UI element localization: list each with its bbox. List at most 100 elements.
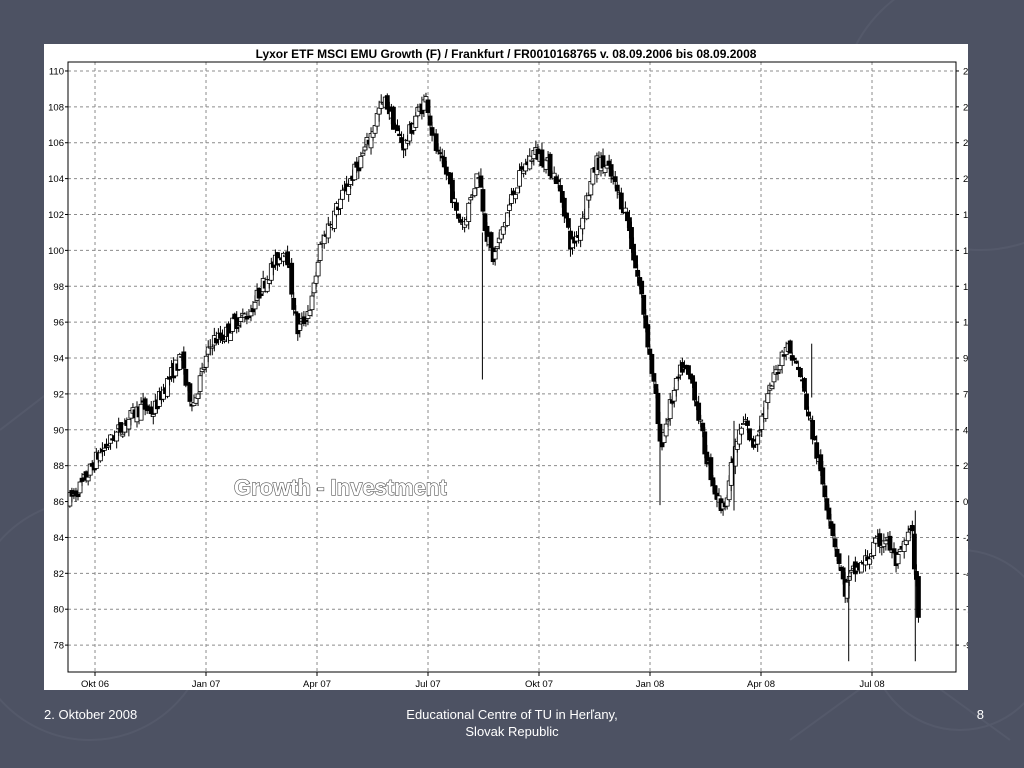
- candle-body: [812, 435, 818, 441]
- y-tick-label: 90: [53, 425, 64, 436]
- candle-body: [741, 423, 746, 426]
- candle-body: [529, 159, 535, 162]
- candle-body: [340, 189, 345, 200]
- y-right-tick-label: 16,3%: [963, 246, 968, 257]
- candle-body: [739, 427, 744, 435]
- candle-body: [844, 581, 850, 599]
- candle-body: [543, 159, 549, 170]
- candle-body: [106, 445, 111, 448]
- candle-body: [433, 133, 439, 151]
- candle-body: [293, 311, 299, 314]
- candle-body: [822, 485, 828, 498]
- candle-body: [238, 317, 244, 322]
- x-tick-label: Okt 07: [525, 679, 553, 690]
- candle-body: [555, 179, 561, 182]
- x-tick-label: Okt 06: [81, 679, 109, 690]
- candle-body: [138, 403, 144, 421]
- candle-body: [362, 146, 368, 151]
- candle-body: [651, 373, 657, 382]
- y-tick-label: 84: [53, 533, 64, 544]
- candle-body: [779, 351, 785, 367]
- candle-body: [181, 351, 187, 369]
- candle-body: [832, 538, 838, 548]
- candle-body: [798, 368, 803, 378]
- candle-body: [509, 194, 514, 204]
- y-tick-label: 110: [49, 66, 64, 77]
- candle-body: [791, 357, 797, 360]
- candle-body: [517, 170, 522, 187]
- candle-body: [653, 384, 659, 395]
- candle-body: [877, 533, 883, 547]
- candle-body: [905, 531, 911, 542]
- overlay-label: Growth - Investment: [234, 475, 447, 500]
- candle-body: [916, 576, 921, 618]
- candle-body: [504, 212, 510, 226]
- candle-body: [747, 428, 752, 441]
- candles: [67, 92, 921, 662]
- candle-body: [374, 113, 380, 127]
- candle-body: [311, 282, 317, 294]
- candle-body: [478, 175, 484, 188]
- axes: 110 27,9% 108 25,6% 106 23,2% 104 20,9% 102 18,6%…: [48, 66, 968, 690]
- candle-body: [887, 535, 893, 551]
- chart-title: Lyxor ETF MSCI EMU Growth (F) / Frankfur…: [256, 47, 757, 61]
- candle-body: [309, 295, 315, 311]
- candle-body: [468, 197, 474, 201]
- candle-body: [633, 255, 638, 269]
- candle-body: [165, 378, 170, 397]
- y-tick-label: 104: [48, 174, 64, 185]
- candle-body: [608, 164, 614, 177]
- candle-body: [201, 367, 207, 370]
- y-tick-label: 92: [53, 389, 64, 400]
- candle-body: [395, 125, 400, 132]
- candle-body: [150, 414, 156, 417]
- x-tick-label: Jan 08: [636, 679, 665, 690]
- y-tick-label: 96: [53, 318, 64, 329]
- candle-body: [820, 467, 826, 485]
- candle-body: [346, 186, 352, 195]
- y-tick-label: 102: [48, 210, 64, 221]
- candle-body: [429, 127, 435, 136]
- candle-body: [557, 185, 563, 192]
- candle-body: [618, 192, 624, 210]
- candle-body: [808, 418, 813, 421]
- y-tick-label: 98: [53, 282, 64, 293]
- footer-institution-line2: Slovak Republic: [465, 724, 559, 739]
- candle-body: [777, 365, 783, 371]
- candle-body: [712, 485, 718, 495]
- candle-body: [456, 213, 461, 219]
- candle-body: [673, 377, 679, 391]
- candle-body: [313, 275, 319, 284]
- footer-date: 2. Oktober 2008: [44, 707, 138, 722]
- candle-body: [307, 309, 313, 316]
- y-right-tick-label: 11,6%: [963, 318, 968, 329]
- candle-body: [612, 176, 618, 182]
- candle-body: [692, 381, 697, 401]
- candle-body: [187, 383, 193, 402]
- plot-frame: [67, 61, 957, 673]
- y-right-tick-label: 9,3%: [963, 354, 968, 365]
- candle-body: [79, 477, 85, 482]
- candle-body: [513, 194, 518, 200]
- candle-body: [814, 442, 820, 459]
- candle-body: [338, 198, 343, 209]
- candle-body: [911, 533, 917, 570]
- candle-body: [474, 173, 480, 188]
- y-right-tick-label: 13,9%: [963, 282, 968, 293]
- candle-body: [183, 368, 189, 386]
- y-tick-label: 86: [53, 497, 64, 508]
- candle-body: [710, 477, 716, 487]
- candle-body: [563, 212, 569, 219]
- candle-body: [793, 360, 799, 364]
- grid: [68, 62, 956, 672]
- y-tick-label: 94: [53, 354, 64, 365]
- candle-body: [757, 430, 763, 433]
- candle-body: [671, 390, 677, 402]
- candle-body: [480, 189, 486, 212]
- y-tick-label: 78: [53, 641, 64, 652]
- candle-body: [102, 447, 107, 451]
- candle-body: [230, 317, 236, 332]
- candle-body: [848, 570, 854, 573]
- candle-body: [667, 399, 673, 420]
- candle-body: [252, 301, 258, 310]
